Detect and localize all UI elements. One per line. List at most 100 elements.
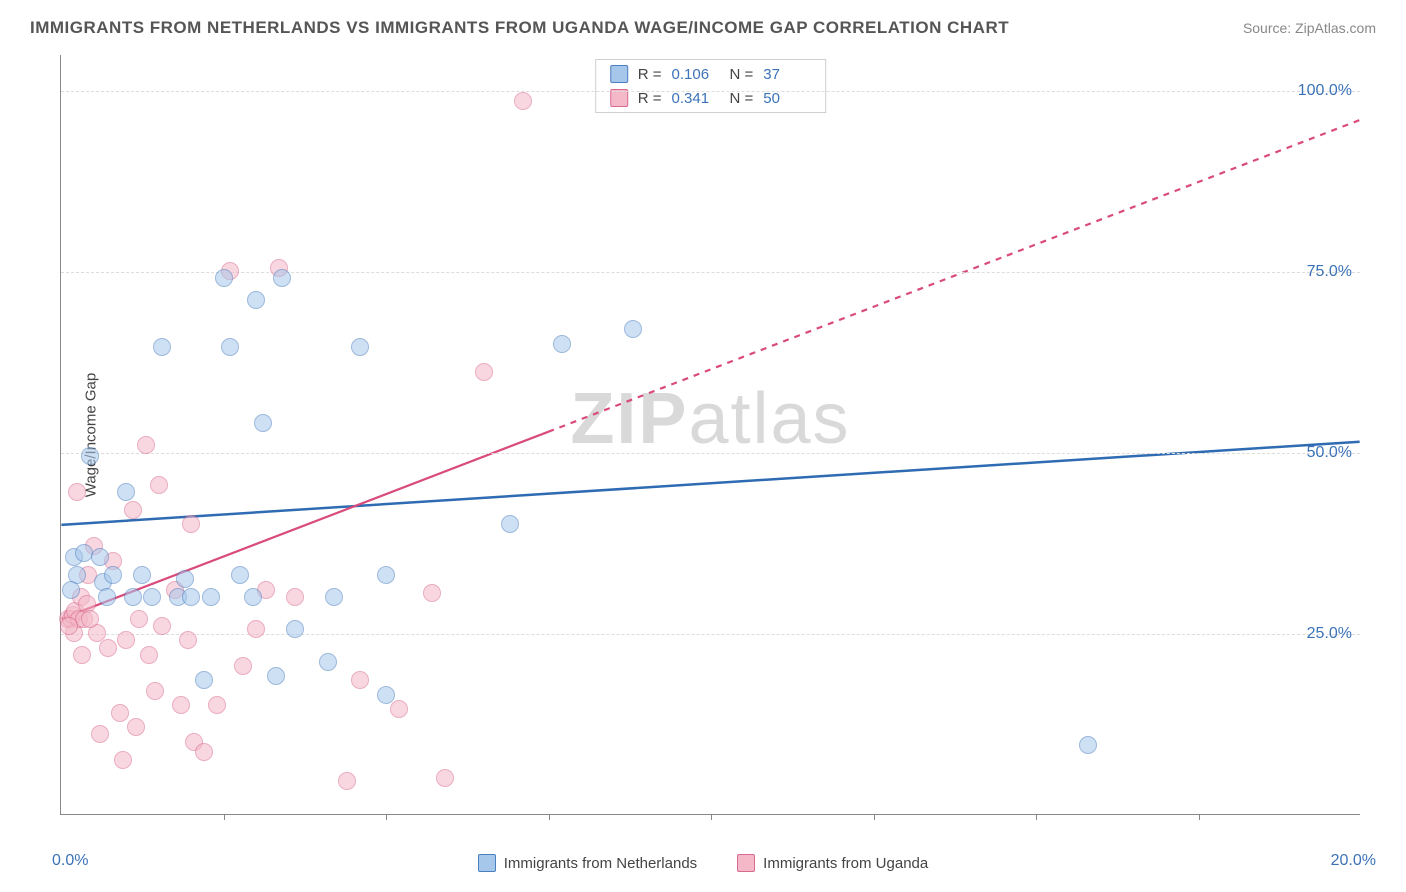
- legend-label: Immigrants from Netherlands: [504, 855, 697, 872]
- uganda-point: [182, 515, 200, 533]
- uganda-point: [390, 700, 408, 718]
- chart-title: IMMIGRANTS FROM NETHERLANDS VS IMMIGRANT…: [30, 18, 1009, 38]
- uganda-point: [127, 718, 145, 736]
- uganda-point: [111, 704, 129, 722]
- legend-swatch: [610, 65, 628, 83]
- uganda-point: [338, 772, 356, 790]
- uganda-point: [117, 631, 135, 649]
- uganda-point: [172, 696, 190, 714]
- netherlands-point: [231, 566, 249, 584]
- netherlands-point: [254, 414, 272, 432]
- uganda-point: [351, 671, 369, 689]
- uganda-point: [137, 436, 155, 454]
- trend-lines-layer: [61, 55, 1360, 814]
- legend-label: Immigrants from Uganda: [763, 855, 928, 872]
- trend-line: [61, 442, 1359, 525]
- gridline-h: [61, 272, 1360, 273]
- netherlands-point: [81, 447, 99, 465]
- netherlands-point: [325, 588, 343, 606]
- uganda-point: [91, 725, 109, 743]
- uganda-point: [146, 682, 164, 700]
- title-bar: IMMIGRANTS FROM NETHERLANDS VS IMMIGRANT…: [30, 18, 1376, 38]
- legend-swatch: [478, 854, 496, 872]
- uganda-point: [286, 588, 304, 606]
- netherlands-point: [377, 686, 395, 704]
- uganda-point: [114, 751, 132, 769]
- uganda-point: [140, 646, 158, 664]
- uganda-point: [60, 617, 78, 635]
- uganda-point: [247, 620, 265, 638]
- netherlands-point: [117, 483, 135, 501]
- stats-legend-box: R = 0.106 N = 37 R =0.341N =50: [595, 59, 827, 113]
- legend-swatch: [737, 854, 755, 872]
- y-tick-label: 75.0%: [1307, 263, 1352, 281]
- netherlands-point: [286, 620, 304, 638]
- netherlands-point: [75, 544, 93, 562]
- netherlands-point: [553, 335, 571, 353]
- netherlands-point: [215, 269, 233, 287]
- netherlands-point: [143, 588, 161, 606]
- y-tick-label: 50.0%: [1307, 444, 1352, 462]
- x-tick: [224, 814, 225, 820]
- legend-item: Immigrants from Uganda: [737, 854, 928, 872]
- netherlands-point: [104, 566, 122, 584]
- uganda-point: [153, 617, 171, 635]
- x-tick: [711, 814, 712, 820]
- uganda-point: [195, 743, 213, 761]
- x-tick: [1036, 814, 1037, 820]
- x-tick: [386, 814, 387, 820]
- trend-line: [548, 120, 1359, 432]
- gridline-h: [61, 91, 1360, 92]
- stats-r-label: R =: [638, 66, 662, 83]
- plot-area: Wage/Income Gap ZIPatlas R =0.106N =37R …: [60, 55, 1360, 815]
- netherlands-point: [195, 671, 213, 689]
- uganda-point: [475, 363, 493, 381]
- netherlands-point: [176, 570, 194, 588]
- netherlands-point: [351, 338, 369, 356]
- stats-r-value: 0.106: [672, 66, 720, 83]
- netherlands-point: [273, 269, 291, 287]
- uganda-point: [436, 769, 454, 787]
- bottom-legend: Immigrants from Netherlands Immigrants fr…: [0, 854, 1406, 872]
- uganda-point: [81, 610, 99, 628]
- stats-n-label: N =: [730, 66, 754, 83]
- source-label: Source: ZipAtlas.com: [1243, 20, 1376, 36]
- netherlands-point: [124, 588, 142, 606]
- uganda-point: [234, 657, 252, 675]
- uganda-point: [68, 483, 86, 501]
- netherlands-point: [221, 338, 239, 356]
- netherlands-point: [153, 338, 171, 356]
- netherlands-point: [202, 588, 220, 606]
- uganda-point: [423, 584, 441, 602]
- netherlands-point: [244, 588, 262, 606]
- netherlands-point: [377, 566, 395, 584]
- uganda-point: [514, 92, 532, 110]
- uganda-point: [124, 501, 142, 519]
- uganda-point: [208, 696, 226, 714]
- y-tick-label: 25.0%: [1307, 625, 1352, 643]
- uganda-point: [179, 631, 197, 649]
- uganda-point: [150, 476, 168, 494]
- netherlands-point: [624, 320, 642, 338]
- netherlands-point: [133, 566, 151, 584]
- netherlands-point: [247, 291, 265, 309]
- stats-n-value: 37: [763, 66, 811, 83]
- netherlands-point: [182, 588, 200, 606]
- stats-row: R = 0.106 N = 37: [596, 62, 826, 86]
- netherlands-point: [501, 515, 519, 533]
- netherlands-point: [91, 548, 109, 566]
- netherlands-point: [1079, 736, 1097, 754]
- x-tick: [549, 814, 550, 820]
- netherlands-point: [319, 653, 337, 671]
- stats-row: R =0.341N =50: [596, 86, 826, 110]
- gridline-h: [61, 453, 1360, 454]
- uganda-point: [99, 639, 117, 657]
- legend-item: Immigrants from Netherlands: [478, 854, 697, 872]
- uganda-point: [130, 610, 148, 628]
- y-tick-label: 100.0%: [1298, 82, 1352, 100]
- netherlands-point: [267, 667, 285, 685]
- x-tick: [874, 814, 875, 820]
- netherlands-point: [98, 588, 116, 606]
- netherlands-point: [62, 581, 80, 599]
- uganda-point: [73, 646, 91, 664]
